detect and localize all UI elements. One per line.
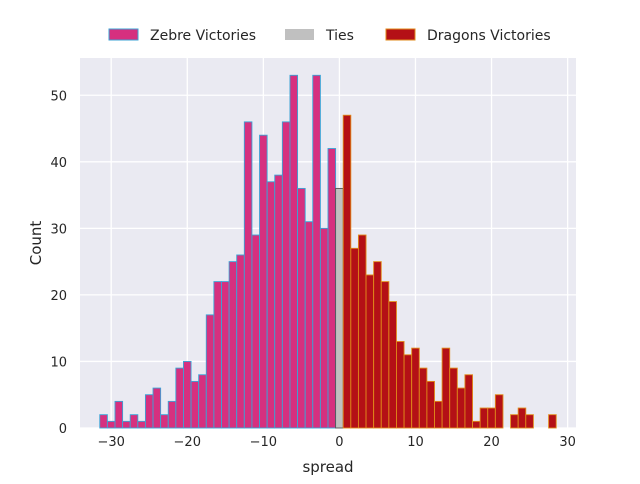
bar [464,374,473,429]
bar [510,414,519,429]
bar [396,341,405,429]
bar [342,114,352,429]
bar [236,254,245,429]
bar [190,380,200,429]
bar [259,134,268,429]
bar [281,121,291,429]
bar [441,347,451,429]
series-dragons-victories [342,114,557,429]
bar [312,74,321,429]
bar [403,354,413,429]
bar [449,367,458,429]
bar [357,234,367,429]
y-axis-label: Count [27,221,45,266]
bar [380,281,390,429]
legend-label-zebre: Zebre Victories [150,28,256,44]
bars [99,74,557,429]
y-tick-label: 50 [50,89,67,104]
legend-label-ties: Ties [325,28,354,44]
bar [517,407,527,429]
x-tick-label: −30 [97,435,124,450]
bar [137,420,146,429]
bar [144,394,154,429]
bar [479,407,489,429]
bar [418,367,428,429]
bar [122,420,131,429]
x-tick-label: 20 [483,435,500,450]
bar [327,148,337,429]
bar [221,281,230,429]
bar [160,414,169,429]
y-tick-label: 20 [50,289,67,304]
bar [494,394,504,429]
bar [472,420,481,429]
bar [99,414,108,429]
bar [304,221,314,429]
series-zebre-victories [99,74,337,429]
bar [434,400,443,429]
bar [243,121,253,429]
bar [426,380,435,429]
bar [152,387,162,429]
bar [350,247,359,429]
bar [365,274,375,429]
y-tick-label: 0 [59,422,67,437]
bar [548,414,557,429]
bar [388,301,397,429]
x-tick-label: 30 [559,435,576,450]
bar [167,400,177,429]
y-tick-label: 40 [50,156,67,171]
x-axis-label: spread [302,458,353,476]
bar [213,281,222,429]
bar [289,74,299,429]
bar [228,261,238,429]
bar [251,234,260,429]
legend-swatch-zebre [108,28,139,41]
bar [456,387,466,429]
bar [319,227,329,429]
tick-labels: −30 −20 −10 0 10 20 30 0 10 20 30 40 50 [50,89,575,450]
bar [106,420,116,429]
bar [411,347,420,429]
bar [525,414,534,429]
bar [205,314,215,429]
bar [373,261,382,429]
x-tick-label: −10 [250,435,277,450]
bar [335,187,344,429]
bar [487,407,496,429]
legend: Zebre Victories Ties Dragons Victories [108,28,551,44]
bar [274,174,283,429]
series-ties [335,187,344,429]
bar [183,361,192,429]
bar [266,181,276,429]
legend-swatch-ties [285,29,314,40]
legend-label-dragons: Dragons Victories [427,28,551,44]
bar [114,400,124,429]
x-tick-label: −20 [174,435,201,450]
y-tick-label: 30 [50,222,67,237]
bar [175,367,184,429]
y-tick-label: 10 [50,355,67,370]
bar [297,187,306,429]
legend-swatch-dragons [385,28,416,41]
x-tick-label: 0 [335,435,343,450]
bar [198,374,207,429]
bar [129,414,139,429]
x-tick-label: 10 [407,435,424,450]
